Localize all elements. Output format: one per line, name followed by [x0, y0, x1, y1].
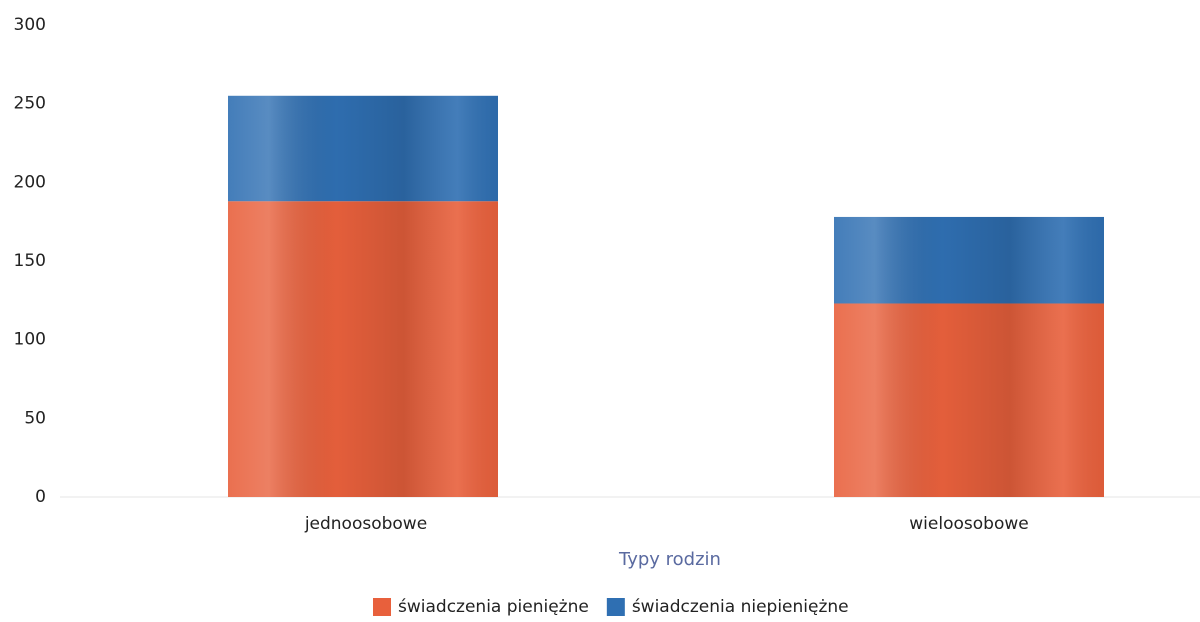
- bar-shade: [834, 303, 1104, 497]
- x-tick-label: wieloosobowe: [909, 514, 1028, 534]
- legend-swatch: [373, 598, 391, 616]
- bar-shade: [228, 201, 498, 498]
- legend-swatch: [606, 598, 625, 616]
- y-tick-label: 50: [24, 408, 46, 428]
- y-tick-label: 150: [14, 251, 46, 271]
- legend-label: świadczenia niepieniężne: [632, 597, 849, 617]
- bar-shade: [834, 216, 1104, 304]
- y-tick-label: 100: [14, 330, 46, 350]
- y-tick-label: 250: [14, 94, 46, 114]
- x-tick-label: jednoosobowe: [304, 514, 427, 534]
- y-tick-label: 300: [14, 15, 46, 35]
- y-tick-label: 0: [35, 487, 46, 507]
- legend-label: świadczenia pieniężne: [398, 597, 589, 617]
- y-tick-label: 200: [14, 172, 46, 192]
- bar-shade: [228, 95, 498, 202]
- x-axis-title: Typy rodzin: [618, 549, 721, 570]
